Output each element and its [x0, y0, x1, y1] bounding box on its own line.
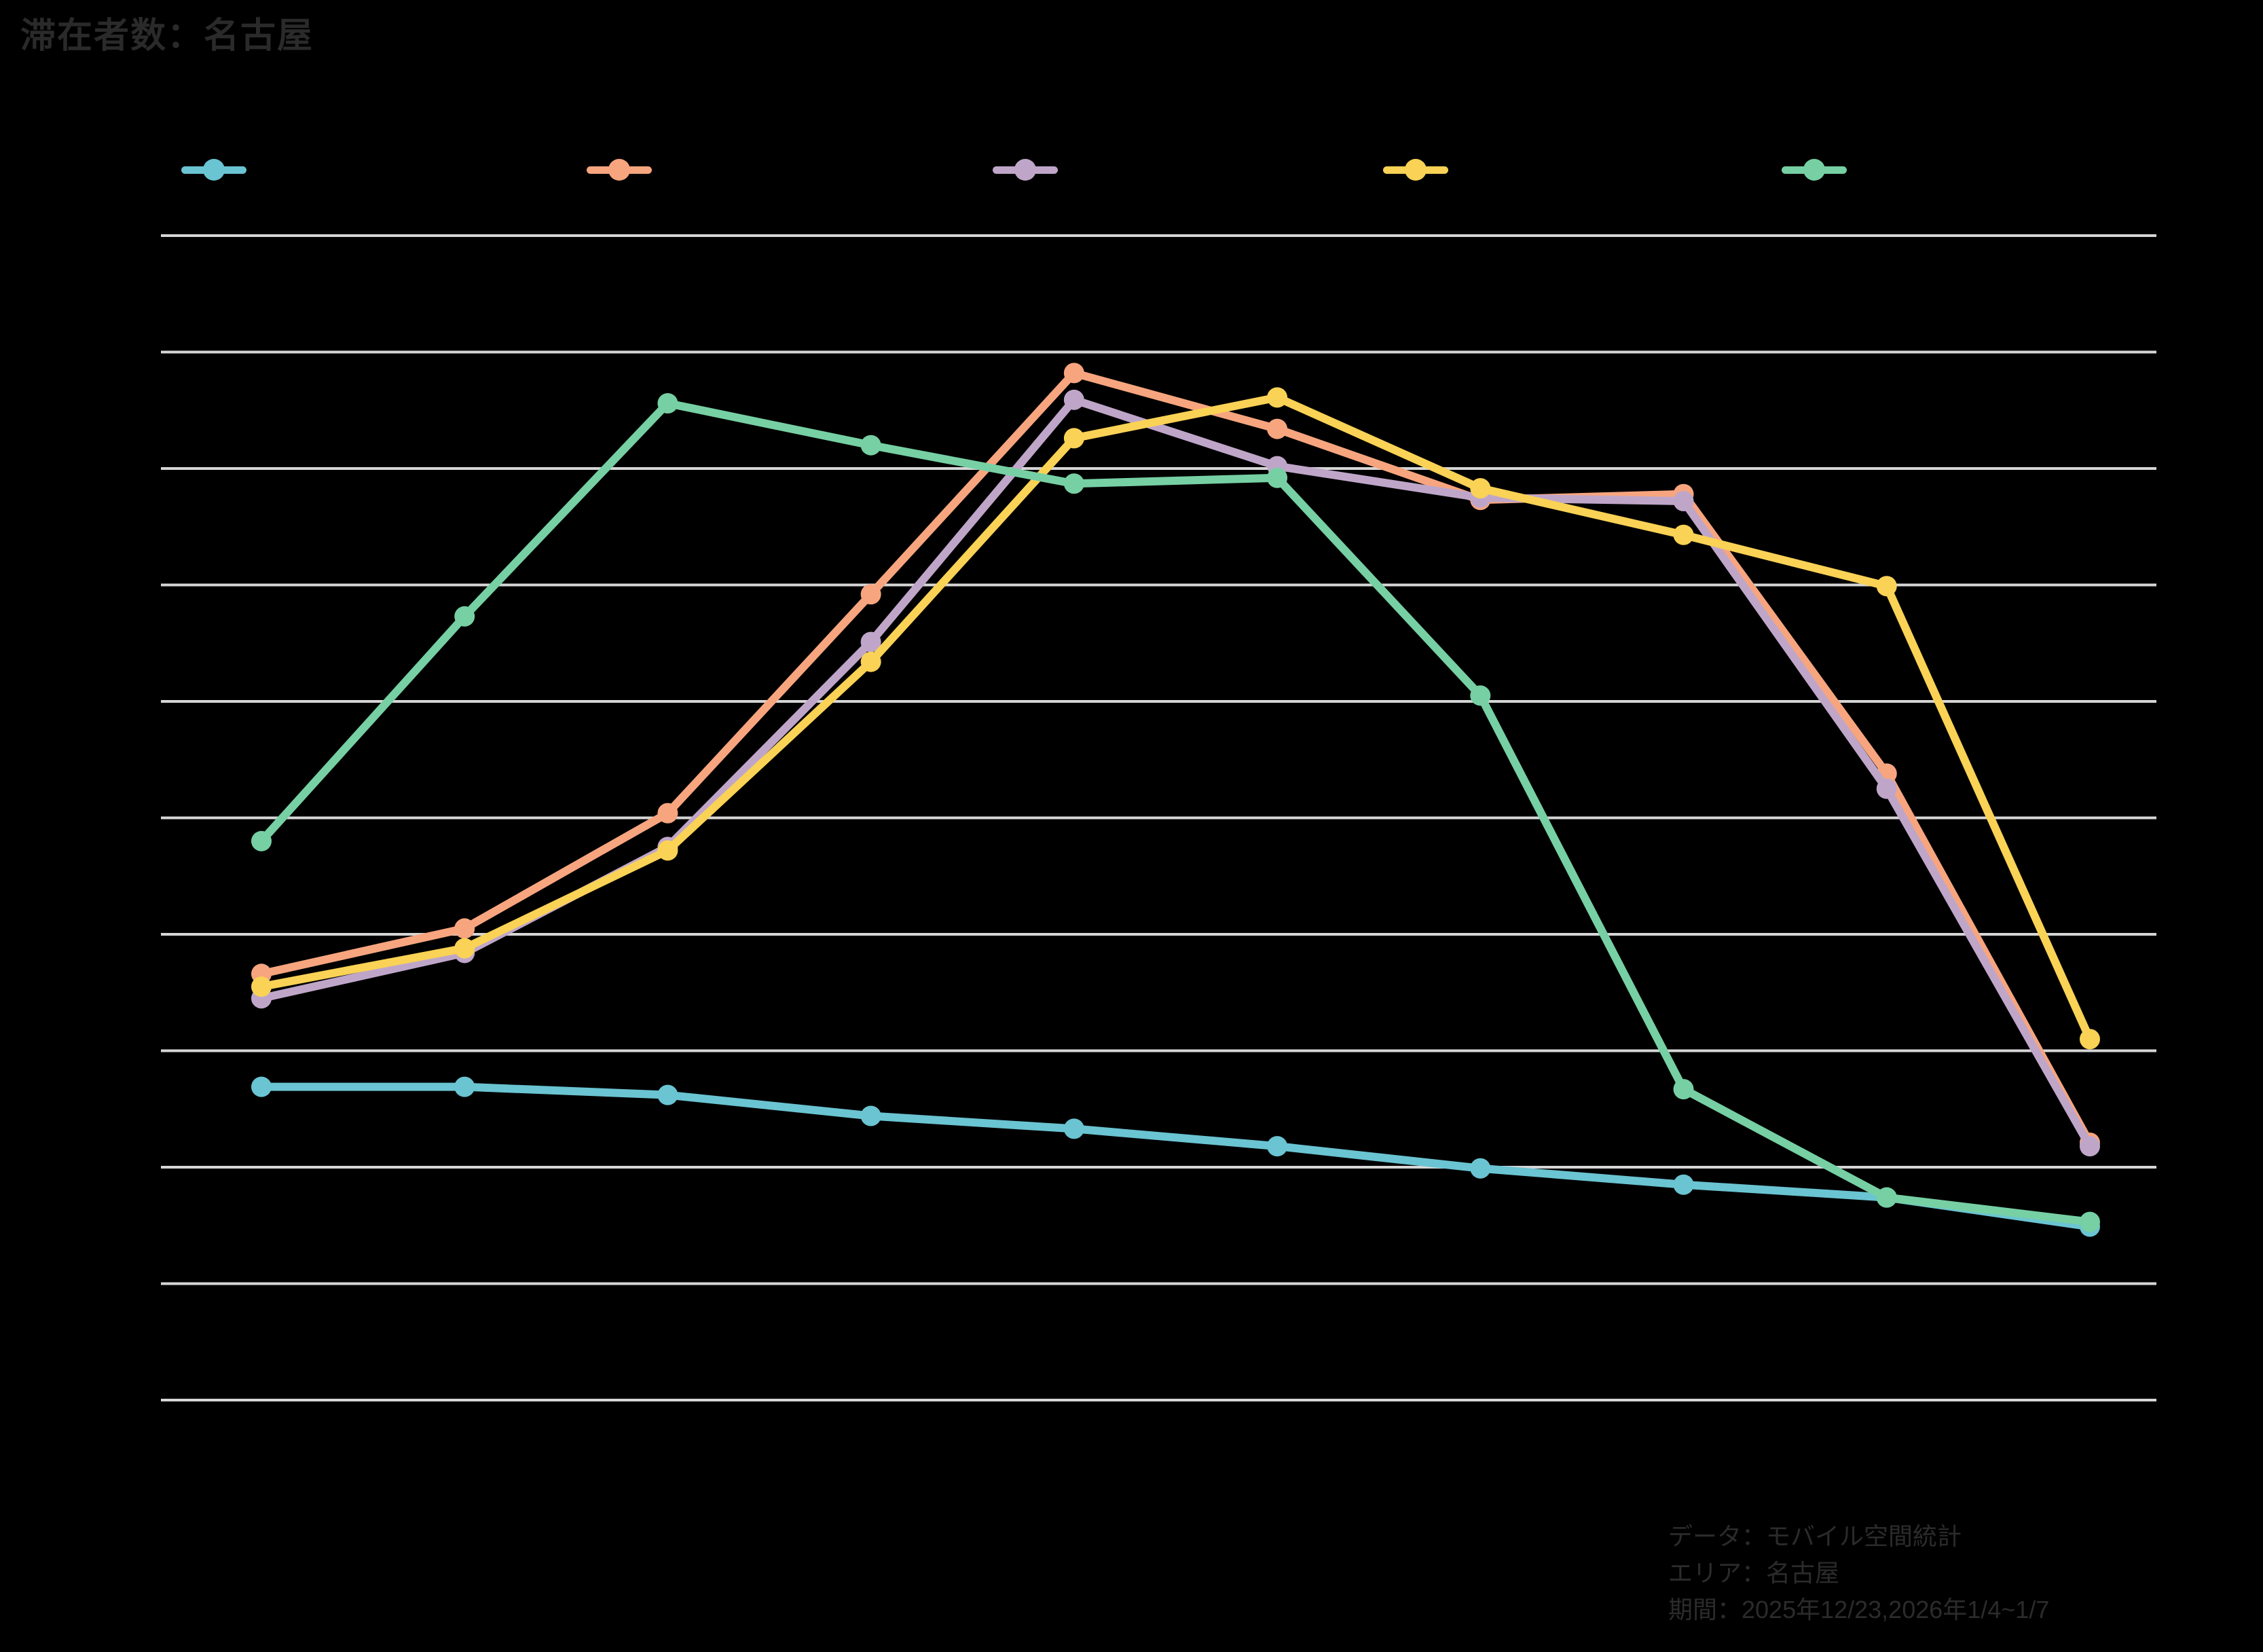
series-5-point [2079, 1211, 2100, 1232]
series-1-point [860, 1105, 881, 1126]
series-5-point [251, 830, 272, 851]
series-4-point [1063, 428, 1084, 449]
series-1-point [251, 1076, 272, 1097]
series-2-point [1267, 418, 1288, 439]
series-1-point [657, 1084, 678, 1105]
series-5-point [657, 392, 678, 414]
series-5-point [1470, 685, 1491, 706]
series-5-point [1673, 1079, 1694, 1100]
legend-item-series-2[interactable] [578, 155, 660, 185]
series-4-point [860, 651, 881, 672]
series-5-point [1876, 1187, 1897, 1208]
series-3-line [251, 389, 2100, 1157]
series-2-path [257, 369, 2094, 1147]
series-4-point [1470, 478, 1491, 499]
series-3-point [1063, 389, 1084, 410]
series-1-point [1063, 1118, 1084, 1139]
series-2-point [860, 584, 881, 605]
legend-item-series-5[interactable] [1773, 155, 1855, 185]
legend-marker-dot [1803, 159, 1825, 181]
legend-item-series-3[interactable] [985, 155, 1066, 185]
legend-marker-dot [1014, 159, 1036, 181]
legend-marker-dot [608, 159, 630, 181]
series-1-path [257, 1082, 2094, 1231]
series-4-point [1267, 387, 1288, 408]
series-3-point [860, 631, 881, 653]
series-1-line [251, 1076, 2100, 1237]
series-2-point [1063, 363, 1084, 384]
series-3-point [2079, 1136, 2100, 1157]
series-5-point [860, 435, 881, 456]
series-4-path [257, 393, 2094, 1044]
source-note: データ：モバイル空間統計 エリア：名古屋 期間：2025年12/23,2026年… [1668, 1518, 2049, 1628]
source-note-area: エリア：名古屋 [1668, 1559, 1840, 1587]
series-4-point [1673, 524, 1694, 545]
source-note-data: データ：モバイル空間統計 [1668, 1522, 1962, 1550]
series-4-point [2079, 1029, 2100, 1050]
series-1-point [1673, 1174, 1694, 1195]
series-3-point [1876, 778, 1897, 799]
source-note-period: 期間：2025年12/23,2026年1/4~1/7 [1668, 1596, 2050, 1623]
series-4-point [454, 938, 475, 959]
legend-marker-dot [203, 159, 225, 181]
series-5-point [454, 606, 475, 627]
series-4-point [657, 840, 678, 861]
series-4-point [1876, 576, 1897, 597]
series-2-point [657, 803, 678, 824]
legend-item-series-4[interactable] [1375, 155, 1456, 185]
series-1-point [454, 1076, 475, 1097]
series-5-path [257, 399, 2094, 1226]
series-4-line [251, 387, 2100, 1050]
series-1-point [1267, 1136, 1288, 1157]
series-3-path [257, 395, 2094, 1151]
gridlines [161, 234, 2156, 1401]
series-1-point [1470, 1158, 1491, 1179]
series-4-point [251, 976, 272, 997]
series-5-line [251, 392, 2100, 1232]
series-5-point [1267, 467, 1288, 488]
legend-marker-dot [1405, 159, 1427, 181]
chart-title: 滞在者数：名古屋 [20, 16, 314, 56]
series-3-point [1673, 491, 1694, 512]
legend-item-series-1[interactable] [173, 155, 255, 185]
series-2-point [454, 918, 475, 939]
series-5-point [1063, 473, 1084, 494]
